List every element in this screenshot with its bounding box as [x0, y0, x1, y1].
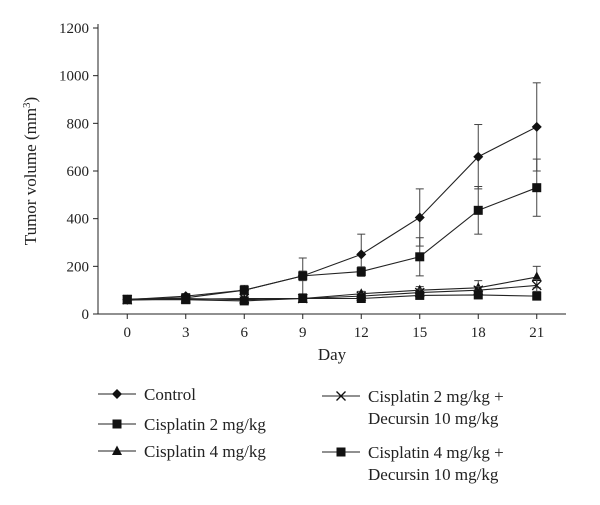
data-point	[532, 183, 542, 193]
y-tick-label: 1200	[59, 21, 89, 37]
y-axis-title-text: Tumor volume (mm	[21, 108, 40, 245]
legend-marker	[112, 389, 122, 399]
x-tick-label: 12	[354, 325, 369, 341]
y-axis-title-superscript: 3	[21, 102, 33, 108]
y-tick-label: 600	[67, 164, 90, 180]
legend-label: Cisplatin 2 mg/kg +	[368, 387, 504, 406]
y-tick-label: 800	[67, 116, 90, 132]
x-axis-title: Day	[318, 345, 347, 364]
legend-marker	[112, 419, 122, 429]
y-axis-title-close: )	[21, 97, 40, 103]
x-tick-label: 6	[241, 325, 249, 341]
legend-label: Cisplatin 2 mg/kg	[144, 415, 266, 434]
legend-label: Decursin 10 mg/kg	[368, 465, 499, 484]
series-line	[127, 187, 537, 300]
data-point	[356, 294, 366, 304]
data-point	[122, 295, 132, 305]
legend-marker	[336, 391, 346, 401]
legend-item-4: Cisplatin 4 mg/kg + Decursin 10 mg/kg	[322, 443, 504, 484]
series-line	[127, 294, 537, 302]
series-line	[127, 126, 537, 301]
legend-item-2: Cisplatin 4 mg/kg	[98, 442, 266, 461]
series-line	[127, 284, 537, 301]
x-tick-label: 0	[124, 325, 132, 341]
data-point	[414, 212, 425, 223]
series-layer	[122, 82, 542, 306]
data-point	[473, 290, 483, 300]
legend-label: Decursin 10 mg/kg	[368, 409, 499, 428]
y-tick-label: 1000	[59, 69, 89, 85]
data-point	[415, 290, 425, 300]
legend-item-1: Cisplatin 2 mg/kg	[98, 415, 266, 434]
x-tick-label: 9	[299, 325, 307, 341]
y-tick-label: 400	[67, 212, 90, 228]
legend-label: Control	[144, 385, 196, 404]
data-point	[531, 271, 542, 282]
legend-marker	[112, 445, 122, 455]
data-point	[181, 295, 191, 305]
y-tick-label: 200	[67, 259, 90, 275]
data-point	[531, 280, 542, 291]
data-point	[298, 294, 308, 304]
axes: 0 200 400 600 800 1000 1200 0 3 6 9 12 15 18 21 Day Tumo…	[21, 21, 566, 364]
data-point	[239, 296, 249, 306]
data-point	[356, 249, 367, 260]
data-point	[473, 205, 483, 215]
x-tick-label: 18	[471, 325, 486, 341]
data-point	[532, 291, 542, 301]
y-tick-label: 0	[82, 307, 90, 323]
x-tick-label: 15	[412, 325, 427, 341]
series-4	[122, 290, 542, 306]
legend-label: Cisplatin 4 mg/kg +	[368, 443, 504, 462]
series-0	[122, 82, 542, 305]
data-point	[415, 252, 425, 262]
data-point	[531, 121, 542, 132]
legend-label: Cisplatin 4 mg/kg	[144, 442, 266, 461]
data-point	[298, 271, 308, 281]
y-axis-title: Tumor volume (mm3)	[21, 97, 40, 245]
x-tick-label: 21	[529, 325, 544, 341]
legend-marker	[336, 447, 346, 457]
data-point	[239, 285, 249, 295]
legend-item-3: Cisplatin 2 mg/kg + Decursin 10 mg/kg	[322, 387, 504, 428]
x-tick-label: 3	[182, 325, 190, 341]
legend: Control Cisplatin 2 mg/kg Cisplatin 4 mg/k…	[98, 385, 504, 484]
legend-item-0: Control	[98, 385, 196, 404]
data-point	[473, 151, 484, 162]
data-point	[356, 267, 366, 277]
